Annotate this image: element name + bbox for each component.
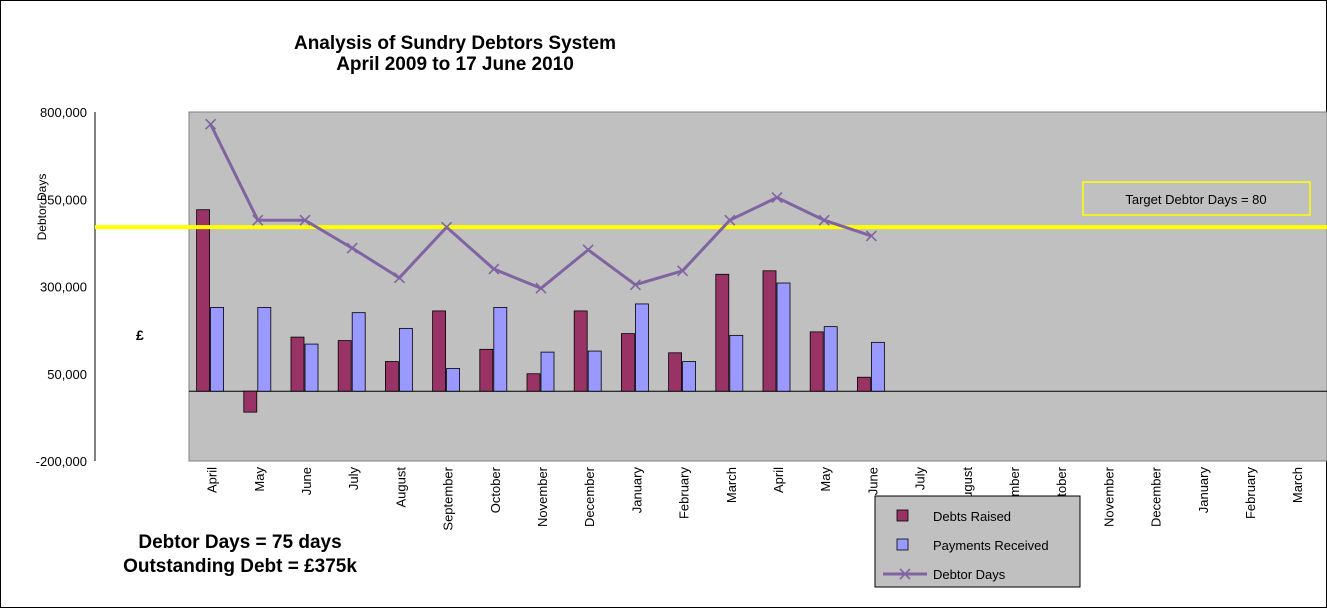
bar-debts-raised — [290, 336, 305, 392]
bar-debts-raised — [243, 390, 258, 413]
x-tick-label: December — [1149, 466, 1164, 527]
line-marker — [252, 214, 264, 226]
x-tick-label: March — [724, 467, 739, 503]
x-tick-label: March — [1290, 467, 1305, 503]
debtor-days-note: Debtor Days = 75 days — [138, 532, 342, 553]
bar-payments-received — [823, 326, 838, 392]
bar-payments-received — [210, 307, 225, 392]
line-marker — [299, 214, 311, 226]
legend-label: Debts Raised — [933, 509, 1011, 524]
bar-debts-raised — [432, 310, 447, 392]
x-tick-label: February — [1243, 467, 1258, 520]
x-tick-label: August — [393, 467, 408, 508]
line-marker — [205, 118, 217, 130]
bar-debts-raised — [384, 361, 399, 392]
line-marker — [488, 263, 500, 275]
bar-payments-received — [540, 351, 555, 392]
y-tick-label: -200,000 — [36, 454, 87, 469]
line-marker — [818, 214, 830, 226]
bar-debts-raised — [809, 331, 824, 392]
plot-area — [188, 111, 1327, 462]
line-marker — [346, 242, 358, 254]
bar-debts-raised — [762, 270, 777, 392]
x-tick-label: May — [252, 467, 267, 492]
line-marker — [393, 272, 405, 284]
bar-payments-received — [587, 350, 602, 392]
line-marker — [535, 282, 547, 294]
legend-swatch — [896, 509, 909, 522]
line-marker — [865, 230, 877, 242]
bar-payments-received — [446, 368, 461, 392]
bar-debts-raised — [857, 376, 871, 392]
x-tick-label: January — [1196, 467, 1211, 514]
legend-marker — [899, 568, 911, 580]
x-tick-label: February — [677, 467, 692, 520]
x-tick-label: September — [441, 466, 456, 530]
y-tick-label: 300,000 — [40, 280, 87, 295]
chart-subtitle: April 2009 to 17 June 2010 — [336, 54, 574, 75]
bar-payments-received — [682, 361, 696, 392]
bar-payments-received — [729, 334, 744, 392]
y-tick-label: 50,000 — [47, 367, 87, 382]
bar-debts-raised — [573, 310, 588, 392]
y-tick-label: 800,000 — [40, 105, 87, 120]
x-tick-label: April — [771, 467, 786, 493]
chart-title: Analysis of Sundry Debtors System — [293, 33, 617, 54]
bar-payments-received — [257, 307, 272, 392]
x-tick-label: January — [629, 467, 644, 514]
outstanding-debt-note: Outstanding Debt = £375k — [123, 556, 357, 577]
line-marker — [771, 191, 783, 204]
bar-payments-received — [351, 312, 366, 392]
bar-debts-raised — [621, 333, 635, 392]
bar-debts-raised — [526, 373, 541, 392]
x-tick-label: April — [205, 467, 220, 493]
bar-payments-received — [776, 282, 791, 392]
x-tick-label: June — [299, 467, 314, 495]
bar-payments-received — [493, 307, 508, 392]
bar-debts-raised — [715, 273, 730, 392]
line-marker — [629, 279, 641, 291]
legend-label: Debtor Days — [933, 567, 1006, 582]
line-marker — [724, 214, 736, 226]
x-tick-label: November — [535, 466, 550, 527]
x-tick-label: June — [865, 467, 880, 495]
bar-payments-received — [635, 303, 649, 392]
x-tick-label: May — [818, 467, 833, 492]
line-marker — [582, 244, 594, 256]
x-tick-label: November — [1101, 466, 1116, 527]
legend-label: Payments Received — [933, 538, 1049, 553]
target-label: Target Debtor Days = 80 — [1125, 192, 1266, 207]
x-tick-label: December — [582, 466, 597, 527]
bar-payments-received — [871, 341, 885, 392]
legend-box — [874, 495, 1081, 588]
x-tick-label: July — [346, 467, 361, 491]
bar-payments-received — [304, 343, 319, 392]
bar-debts-raised — [337, 340, 352, 392]
bar-debts-raised — [668, 352, 682, 392]
y-axis-label: £ — [136, 327, 144, 343]
target-label-box — [1082, 181, 1311, 216]
bar-debts-raised — [479, 348, 494, 392]
line-marker — [441, 221, 453, 233]
bar-payments-received — [398, 327, 413, 392]
x-tick-label: July — [913, 467, 928, 491]
bar-debts-raised — [196, 209, 211, 392]
line-marker — [677, 265, 689, 277]
legend-swatch — [896, 538, 909, 551]
x-tick-label: October — [488, 466, 503, 513]
y-tick-label: 550,000 — [40, 192, 87, 207]
